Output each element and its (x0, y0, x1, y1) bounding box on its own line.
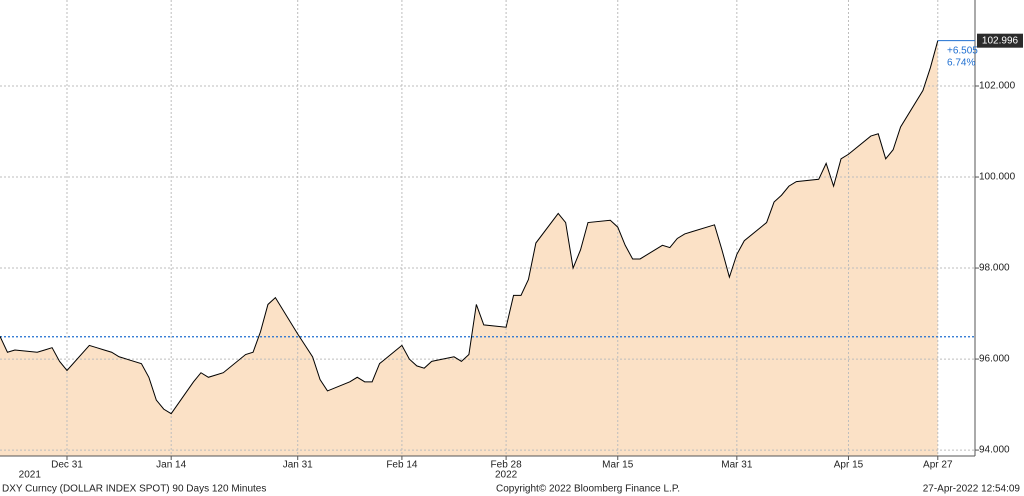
footer-left: DXY Curncy (DOLLAR INDEX SPOT) 90 Days 1… (2, 484, 266, 495)
x-tick-label: Apr 15 (834, 460, 864, 471)
x-tick-label: Dec 31 (51, 460, 83, 471)
y-tick-label: 94.000 (979, 445, 1010, 456)
year-label: 2021 (19, 470, 42, 481)
y-tick-label: 102.000 (979, 81, 1016, 92)
last-value-label: 102.996 (982, 35, 1019, 46)
change-label: +6.505 (947, 45, 978, 56)
y-tick-label: 100.000 (979, 172, 1016, 183)
year-label: 2022 (495, 470, 518, 481)
x-tick-label: Apr 27 (923, 460, 953, 471)
change-pct-label: 6.74% (947, 57, 975, 68)
footer-right: 27-Apr-2022 12:54:09 (923, 484, 1021, 495)
price-line (0, 40, 939, 415)
x-tick-label: Mar 15 (602, 460, 634, 471)
last-box (977, 33, 1023, 48)
x-tick-label: Feb 28 (491, 460, 523, 471)
footer-center: Copyright© 2022 Bloomberg Finance L.P. (496, 484, 680, 495)
y-tick-label: 98.000 (979, 263, 1010, 274)
x-tick-label: Mar 31 (721, 460, 753, 471)
x-tick-label: Jan 14 (156, 460, 186, 471)
x-tick-label: Jan 31 (283, 460, 313, 471)
y-tick-label: 96.000 (979, 354, 1010, 365)
x-tick-label: Feb 14 (386, 460, 418, 471)
area (0, 40, 938, 456)
